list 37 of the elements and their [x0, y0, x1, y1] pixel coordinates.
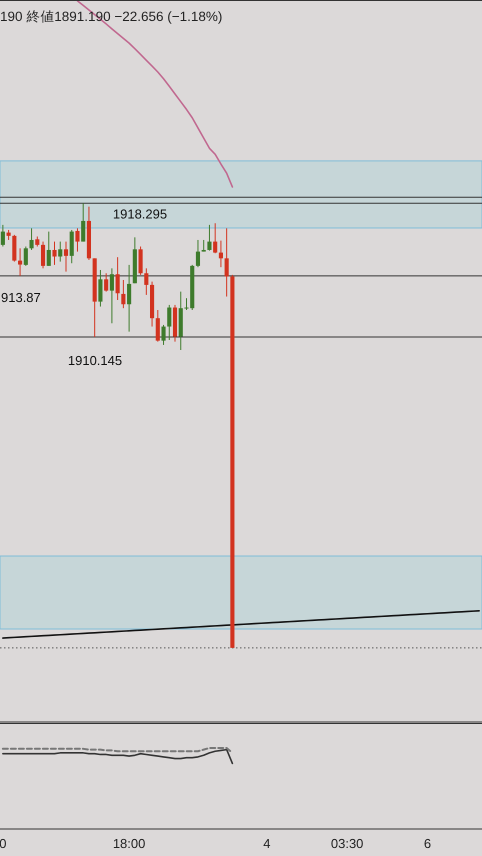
candlestick: [138, 246, 143, 276]
candlestick: [81, 202, 86, 242]
candlestick: [116, 256, 120, 300]
candlestick: [218, 240, 223, 268]
candlestick: [224, 228, 229, 298]
candlestick: [58, 241, 62, 262]
candlestick: [127, 264, 132, 332]
candlestick: [40, 241, 46, 269]
candlestick: [207, 224, 212, 252]
x-tick-label: 6: [424, 836, 432, 851]
x-tick-label: 0: [0, 836, 6, 851]
candlestick: [167, 304, 172, 341]
x-tick-label: 4: [263, 836, 270, 851]
candlestick: [35, 236, 40, 248]
candlestick: [18, 248, 22, 276]
x-tick-label: 18:00: [112, 836, 146, 851]
candlestick: [161, 324, 166, 346]
ref-line-label: 1918.295: [112, 206, 168, 222]
ref-line-label: 1910.145: [68, 352, 122, 368]
candlestick: [46, 231, 51, 266]
candlestick: [104, 272, 108, 292]
candlestick: [121, 279, 126, 309]
candlestick: [196, 239, 200, 268]
candlestick: [213, 222, 218, 254]
candlestick: [52, 241, 57, 266]
candlestick: [6, 229, 11, 240]
candlestick: [98, 269, 102, 308]
candlestick: [29, 228, 34, 250]
candlestick: [0, 224, 5, 248]
candlestick: [110, 268, 114, 324]
candlestick: [75, 228, 80, 252]
annotation: 913.87: [1, 290, 41, 305]
candlestick: [156, 309, 160, 342]
x-tick-label: 03:30: [330, 836, 364, 851]
candlestick: [24, 246, 28, 266]
candlestick: [64, 241, 68, 272]
candlestick: [144, 268, 148, 296]
